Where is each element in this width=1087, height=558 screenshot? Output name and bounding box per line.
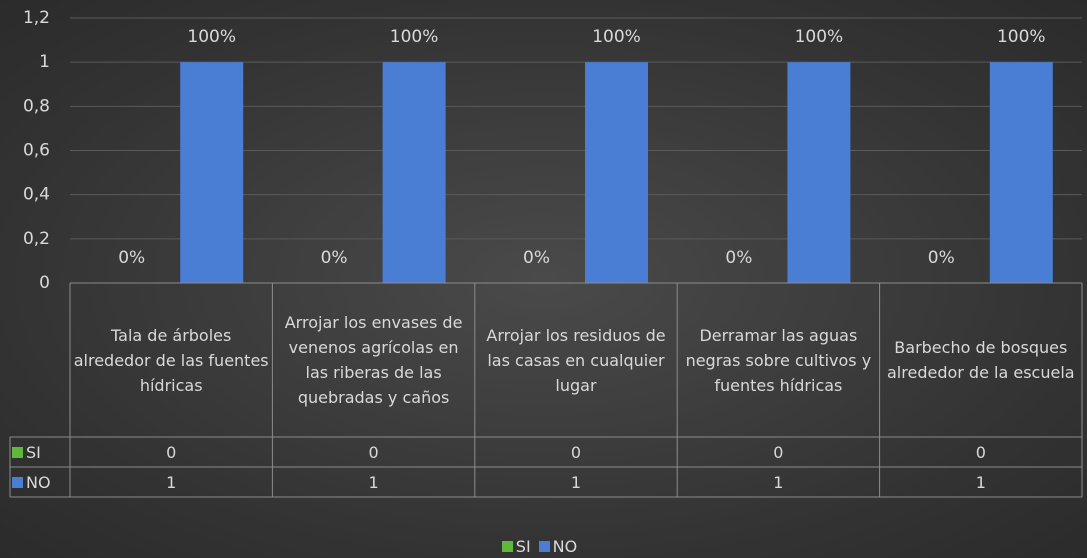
category-cell: Arrojar los residuos de las casas en cua… — [486, 325, 666, 395]
legend-key — [538, 540, 550, 552]
legend-key — [12, 476, 23, 488]
table-series-label: NO — [12, 467, 51, 497]
table-value: 1 — [570, 472, 582, 492]
y-tick-label: 0,2 — [23, 229, 50, 249]
table-value: 0 — [975, 442, 986, 462]
legend: SI NO — [0, 535, 1087, 557]
table-value: 1 — [166, 472, 177, 492]
y-tick-label: 0,6 — [23, 141, 50, 161]
value-label: 100% — [390, 27, 439, 47]
bar — [180, 62, 244, 283]
y-tick-label: 1,2 — [23, 8, 50, 28]
series-name: SI — [26, 442, 41, 462]
bar — [787, 62, 851, 283]
table-value: 0 — [570, 442, 582, 462]
table-value: 1 — [368, 472, 379, 492]
bar — [989, 62, 1053, 283]
table-series-label: SI — [12, 437, 41, 467]
value-label: 0% — [928, 248, 955, 268]
y-tick-label: 1 — [39, 52, 50, 72]
series-name: NO — [26, 472, 51, 492]
value-label: 0% — [118, 248, 145, 268]
table-value: 0 — [368, 442, 379, 462]
category-cell: Barbecho de bosques alrededor de la escu… — [887, 338, 1075, 382]
category-cell: Tala de árboles alrededor de las fuentes… — [73, 325, 269, 395]
value-label: 0% — [725, 248, 752, 268]
table-value: 1 — [773, 472, 784, 492]
value-label: 100% — [187, 27, 236, 47]
legend-label: NO — [552, 536, 578, 556]
legend-key — [12, 446, 23, 458]
table-value: 0 — [166, 442, 177, 462]
bar — [382, 62, 446, 283]
category-cell: Derramar las aguas negras sobre cultivos… — [685, 325, 872, 395]
y-tick-label: 0,8 — [23, 96, 50, 116]
value-label: 100% — [592, 27, 641, 47]
table-value: 1 — [975, 472, 986, 492]
table-value: 0 — [773, 442, 784, 462]
y-tick-label: 0 — [39, 273, 50, 293]
bar — [585, 62, 648, 283]
category-cell: Arrojar los envases de venenos agrícolas… — [284, 313, 463, 407]
value-label: 0% — [523, 248, 550, 268]
legend-key — [501, 540, 513, 552]
value-label: 100% — [997, 27, 1046, 47]
value-label: 0% — [321, 248, 348, 268]
legend-label: SI — [515, 536, 531, 556]
y-tick-label: 0,4 — [23, 185, 50, 205]
value-label: 100% — [795, 27, 844, 47]
